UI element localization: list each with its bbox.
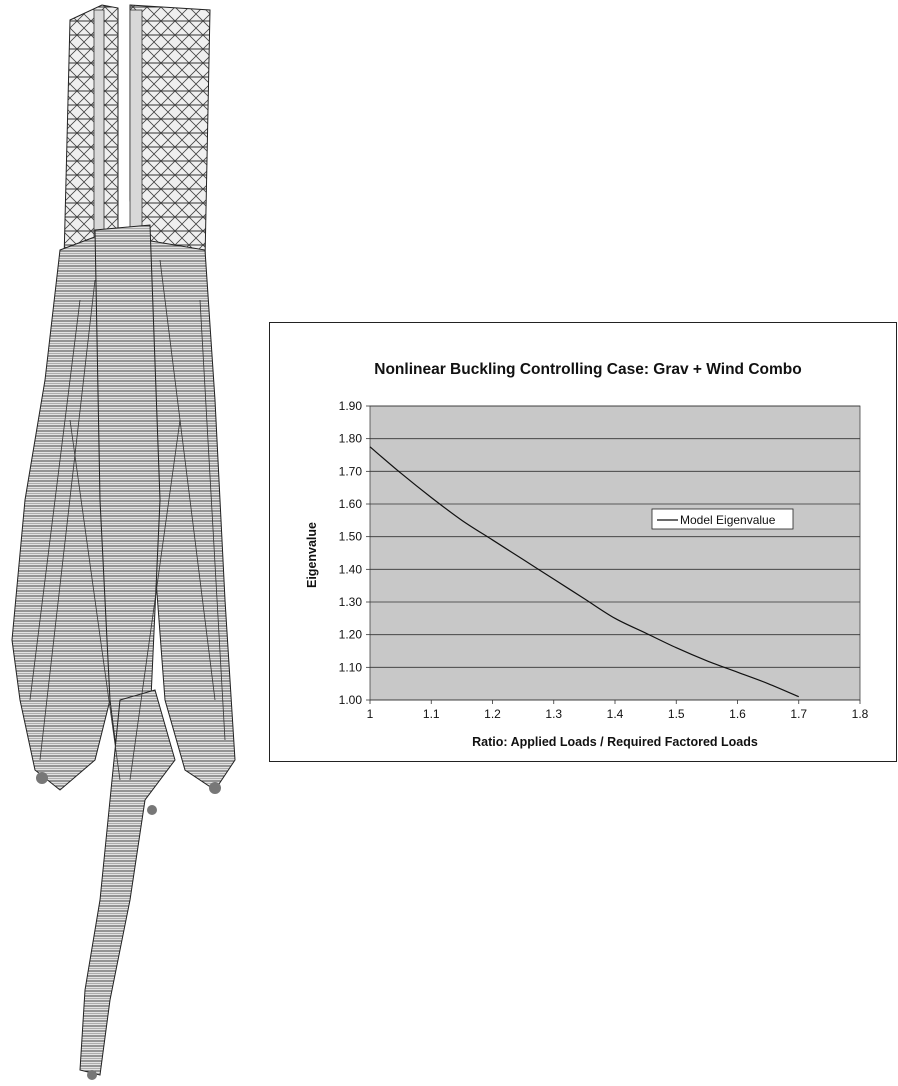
x-tick-label: 1: [367, 707, 374, 721]
x-tick-label: 1.7: [790, 707, 807, 721]
y-axis-label: Eigenvalue: [305, 522, 319, 588]
chart-panel: Nonlinear Buckling Controlling Case: Gra…: [269, 322, 897, 762]
y-axis: 1.00 1.10 1.20 1.30 1.40 1.50 1.60 1.70 1.80 1.90: [339, 399, 370, 707]
y-tick-label: 1.20: [339, 628, 363, 642]
legend-box: [651, 508, 794, 530]
y-tick-label: 1.30: [339, 595, 363, 609]
plot-area: [369, 405, 861, 701]
y-tick-label: 1.00: [339, 693, 363, 707]
chart-title: Nonlinear Buckling Controlling Case: Gra…: [374, 361, 801, 378]
gridlines: [370, 405, 860, 701]
x-tick-label: 1.5: [668, 707, 685, 721]
y-tick-label: 1.80: [339, 432, 363, 446]
x-tick-label: 1.2: [484, 707, 501, 721]
y-tick-label: 1.60: [339, 497, 363, 511]
legend: Model Eigenvalue: [651, 508, 794, 530]
x-tick-label: 1.3: [545, 707, 562, 721]
tower-wireframe-model-icon: [11, 4, 236, 1080]
chart-svg: Nonlinear Buckling Controlling Case: Gra…: [305, 361, 869, 749]
x-tick-label: 1.8: [852, 707, 869, 721]
y-tick-label: 1.10: [339, 660, 363, 674]
series-line-model-eigenvalue: [369, 446, 799, 698]
x-axis: 1 1.1 1.2 1.3 1.4 1.5 1.6 1.7 1.8: [367, 700, 869, 721]
x-tick-label: 1.4: [607, 707, 624, 721]
x-tick-label: 1.1: [423, 707, 440, 721]
x-axis-label: Ratio: Applied Loads / Required Factored…: [472, 735, 758, 749]
legend-label-model-eigenvalue: Model Eigenvalue: [680, 513, 776, 527]
y-tick-label: 1.50: [339, 530, 363, 544]
x-tick-label: 1.6: [729, 707, 746, 721]
y-tick-label: 1.90: [339, 399, 363, 413]
y-tick-label: 1.70: [339, 464, 363, 478]
y-tick-label: 1.40: [339, 562, 363, 576]
